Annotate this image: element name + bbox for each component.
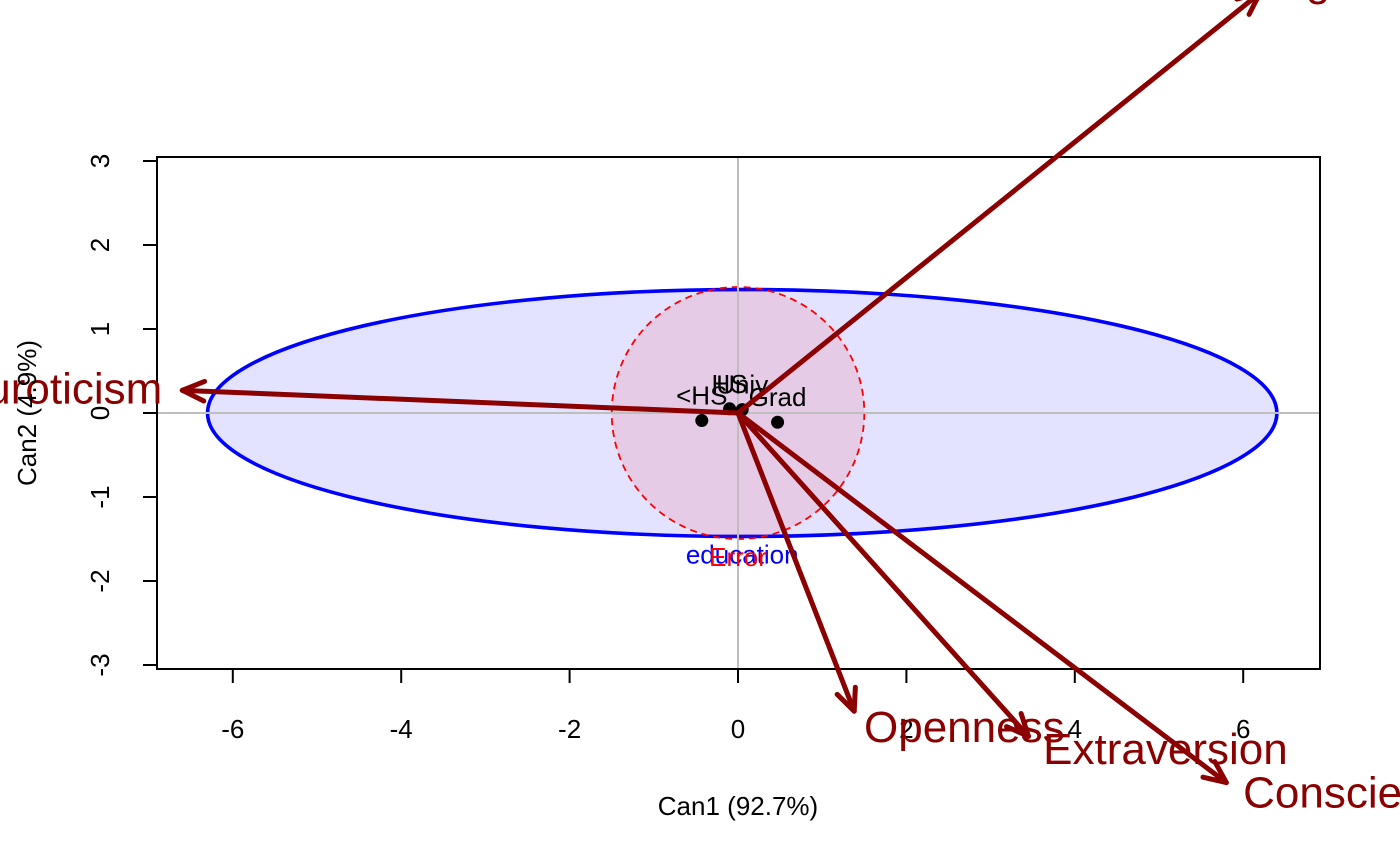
axes-layer: -6 -4 -2 0 2 4 6 -3 -2 -1 0 1 2 3 — [85, 154, 1321, 744]
y-axis-label: Can2 (4.9%) — [12, 340, 42, 486]
y-tick-label: -1 — [85, 485, 115, 508]
group-mean-point — [771, 415, 785, 429]
x-tick-label: -2 — [558, 714, 581, 744]
vector-arrowhead-agreeableness — [1234, 0, 1260, 17]
vector-arrowhead-extraversion — [1004, 711, 1031, 739]
y-tick-label: 2 — [85, 238, 115, 252]
x-tick-label: 0 — [731, 714, 745, 744]
x-tick-label: 2 — [899, 714, 913, 744]
group-mean-label: <HS — [676, 381, 727, 411]
x-tick-label: 6 — [1236, 714, 1250, 744]
x-tick-label: -6 — [221, 714, 244, 744]
x-tick-label: 4 — [1068, 714, 1082, 744]
vector-label-conscientiousness: Conscientiousness — [1243, 768, 1400, 817]
y-tick-label: -3 — [85, 653, 115, 676]
vector-label-extraversion: Extraversion — [1043, 725, 1288, 774]
vector-arrowhead-conscientiousness — [1200, 759, 1229, 786]
x-tick-label: -4 — [390, 714, 413, 744]
vector-label-neuroticism: Neuroticism — [0, 365, 162, 414]
vector-agreeableness — [735, 0, 1256, 416]
vector-label-agreeableness: Agreeableness — [1277, 0, 1400, 6]
y-tick-label: 3 — [85, 154, 115, 168]
y-tick-label: 1 — [85, 322, 115, 336]
vector-extraversion — [735, 410, 1031, 739]
vector-arrowhead-neuroticism — [179, 378, 208, 404]
vector-conscientiousness — [735, 410, 1229, 786]
ellipse-label-error: Error — [709, 542, 767, 572]
y-tick-label: -2 — [85, 569, 115, 592]
ellipse-label-education: education — [686, 539, 799, 569]
x-axis-label: Can1 (92.7%) — [658, 791, 818, 821]
group-mean-label: HS — [712, 369, 748, 399]
vector-label-openness: Openness — [864, 703, 1065, 752]
vector-arrowhead-openness — [834, 684, 858, 714]
vector-neuroticism — [179, 387, 741, 416]
vectors-layer: Neuroticism Agreeableness OpennessExtraver… — [0, 0, 1400, 817]
group-mean-point — [695, 414, 709, 428]
y-tick-label: 0 — [85, 406, 115, 420]
vector-openness — [735, 410, 857, 714]
